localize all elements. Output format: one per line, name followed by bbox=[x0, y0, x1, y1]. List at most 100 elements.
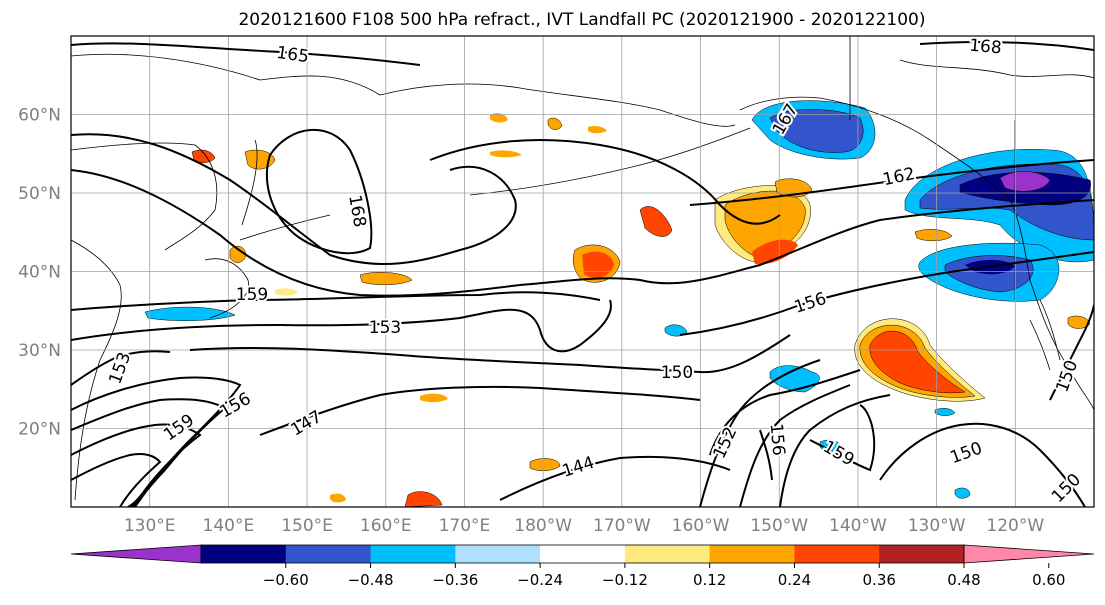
colorbar-tick-label: 0.24 bbox=[778, 571, 811, 589]
patch-small-orange-1 bbox=[639, 206, 673, 237]
colorbar-tick-label: −0.12 bbox=[602, 571, 648, 589]
patch-pac-blue-2 bbox=[664, 324, 688, 337]
patch-alaska-blue-inner bbox=[769, 109, 864, 153]
coast-kamchatka bbox=[241, 139, 258, 226]
patch-orange-small-5 bbox=[914, 229, 953, 241]
contour-low-center bbox=[266, 128, 373, 255]
contour-150-far-e bbox=[1049, 304, 1094, 401]
patch-orange-small-7 bbox=[1067, 315, 1091, 329]
contour-162-east bbox=[689, 159, 1094, 206]
contour-closed-low-2 bbox=[429, 139, 781, 225]
map-frame bbox=[70, 35, 1095, 508]
patch-orange-small-11 bbox=[490, 112, 508, 123]
colorbar-segment bbox=[624, 545, 711, 563]
colorbar-tick-label: 0.36 bbox=[863, 571, 896, 589]
latitude-label: 40°N bbox=[18, 263, 61, 283]
coast-canada-north bbox=[899, 59, 1094, 79]
longitude-label: 170°E bbox=[439, 516, 491, 536]
contour-153 bbox=[71, 299, 612, 353]
contour-159 bbox=[71, 169, 1094, 297]
contour-147 bbox=[259, 385, 701, 436]
patch-orange-small-10 bbox=[547, 117, 563, 130]
longitude-label: 170°W bbox=[593, 516, 651, 536]
colorbar-tick-label: 0.60 bbox=[1032, 571, 1065, 589]
patch-yellow-small-14 bbox=[275, 288, 298, 296]
longitude-label: 150°W bbox=[750, 516, 808, 536]
longitude-label: 130°E bbox=[124, 516, 176, 536]
colorbar: −0.60 −0.48 −0.36 −0.24 −0.12 0.12 0.24 0.36 0.4… bbox=[70, 544, 1095, 589]
patch-orange-small-8 bbox=[420, 393, 448, 403]
patch-orange-small-12 bbox=[588, 126, 607, 134]
figure-title: 2020121600 F108 500 hPa refract., IVT La… bbox=[238, 10, 925, 30]
longitude-labels: 130°E 140°E 150°E 160°E 170°E 180°W 170°W 160°W… bbox=[124, 516, 1045, 536]
height-contours bbox=[71, 41, 1094, 507]
contour-sw-4 bbox=[71, 452, 162, 507]
contour-165 bbox=[71, 42, 421, 66]
colorbar-segment bbox=[285, 545, 372, 563]
gridlines bbox=[71, 36, 1094, 507]
patch-blue-small-3 bbox=[934, 408, 956, 416]
patch-pnw-purple bbox=[999, 171, 1051, 192]
longitude-label: 120°W bbox=[986, 516, 1044, 536]
contour-144 bbox=[499, 455, 731, 501]
patch-japan-orange bbox=[229, 245, 247, 263]
longitude-label: 180°W bbox=[514, 516, 572, 536]
colorbar-segment bbox=[540, 545, 626, 563]
colorbar-segment bbox=[879, 545, 965, 563]
patch-yellow-small-13 bbox=[330, 493, 346, 503]
longitude-label: 150°E bbox=[281, 516, 333, 536]
patch-nepac-red bbox=[752, 239, 798, 265]
colorbar-tick-label: −0.36 bbox=[432, 571, 478, 589]
patch-orange-small-3 bbox=[529, 458, 561, 471]
colorbar-segment bbox=[455, 545, 541, 563]
contour-150 bbox=[189, 334, 791, 374]
longitude-label: 140°E bbox=[203, 516, 255, 536]
patch-blue-small-1 bbox=[954, 487, 971, 499]
latitude-label: 30°N bbox=[18, 341, 61, 361]
shaded-patches bbox=[144, 100, 1094, 507]
contour-156 bbox=[71, 251, 1094, 336]
latitude-label: 60°N bbox=[18, 106, 61, 126]
patch-subtrop-red bbox=[869, 330, 966, 394]
latitude-labels: 60°N 50°N 40°N 30°N 20°N bbox=[18, 106, 61, 440]
colorbar-segment bbox=[709, 545, 795, 563]
contour-label: 168 bbox=[968, 36, 1002, 59]
colorbar-tick-label: −0.48 bbox=[348, 571, 394, 589]
colorbar-frame bbox=[200, 544, 965, 564]
longitude-label: 140°W bbox=[829, 516, 887, 536]
colorbar-tick-label: −0.60 bbox=[263, 571, 309, 589]
colorbar-extend-max bbox=[963, 544, 1095, 564]
contour-156-s bbox=[759, 429, 773, 481]
coast-na-west bbox=[1009, 199, 1094, 411]
contour-153-w bbox=[71, 350, 171, 386]
latitude-label: 20°N bbox=[18, 420, 61, 440]
contour-152 bbox=[709, 369, 861, 456]
colorbar-segment bbox=[794, 545, 880, 563]
coast-okhotsk bbox=[71, 142, 218, 251]
longitude-label: 130°W bbox=[908, 516, 966, 536]
contour-label: 153 bbox=[369, 318, 401, 338]
coast-asia-north bbox=[71, 53, 736, 127]
coast-kuril bbox=[239, 214, 331, 241]
colorbar-tick-label: −0.24 bbox=[517, 571, 563, 589]
colorbar-segment bbox=[201, 545, 287, 563]
patch-orange-small-4 bbox=[404, 491, 443, 507]
contour-162 bbox=[71, 133, 517, 265]
coast-aleutian bbox=[469, 127, 751, 196]
coast-baja bbox=[1029, 319, 1051, 371]
contour-trough-2 bbox=[739, 384, 851, 507]
contour-159-s bbox=[809, 404, 876, 472]
contour-trough-3 bbox=[779, 394, 891, 507]
contour-sw-2 bbox=[71, 398, 227, 507]
longitude-label: 160°W bbox=[672, 516, 730, 536]
colorbar-tick-label: 0.48 bbox=[947, 571, 980, 589]
latitude-label: 50°N bbox=[18, 184, 61, 204]
contour-150-se bbox=[879, 422, 1086, 507]
contour-label: 150 bbox=[661, 363, 693, 383]
patch-orange-small-9 bbox=[490, 150, 522, 158]
colorbar-segment bbox=[370, 545, 456, 563]
contour-label: 156 bbox=[766, 423, 789, 457]
patch-pac-blue-1 bbox=[769, 365, 820, 393]
